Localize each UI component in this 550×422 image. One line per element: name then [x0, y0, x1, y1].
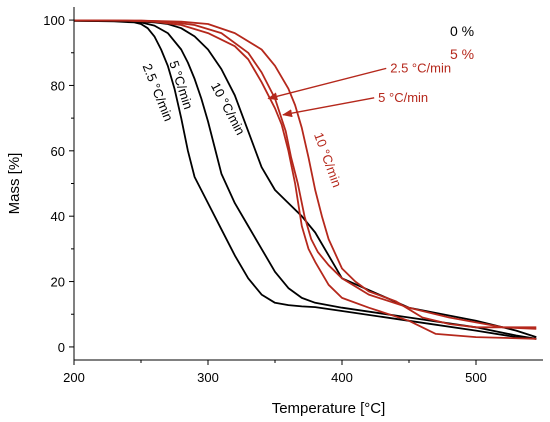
y-tick-label: 60	[51, 144, 65, 159]
annotation-label-2: 10 °C/min	[208, 80, 248, 138]
y-tick-label: 20	[51, 275, 65, 290]
annotation-label-3: 10 °C/min	[311, 130, 345, 189]
x-axis-title: Temperature [°C]	[272, 400, 386, 417]
series-line-5	[73, 19, 537, 329]
series-line-1	[73, 19, 537, 340]
y-tick-label: 0	[58, 340, 65, 355]
series-line-3	[73, 19, 537, 340]
y-tick-label: 80	[51, 78, 65, 93]
annotation-arrow-4	[267, 67, 387, 101]
x-tick-label: 200	[63, 370, 85, 385]
y-tick-label: 40	[51, 209, 65, 224]
annotation-label-5: 5 °C/min	[378, 90, 428, 105]
x-tick-label: 500	[465, 370, 487, 385]
legend: 0 %5 %	[450, 23, 474, 62]
x-tick-label: 400	[331, 370, 353, 385]
y-tick-label: 100	[43, 13, 65, 28]
annotation-arrow-5	[282, 97, 375, 118]
x-tick-label: 300	[197, 370, 219, 385]
legend-entry-0: 0 %	[450, 23, 474, 39]
series-line-0	[73, 19, 537, 340]
series-line-4	[73, 19, 537, 330]
annotation-label-4: 2.5 °C/min	[390, 60, 451, 75]
curves-layer	[73, 19, 537, 340]
axes-layer: 200 300 400 500 0 20 40 60 80 100 Temperature [°C]…	[6, 7, 543, 417]
legend-entry-1: 5 %	[450, 46, 474, 62]
y-axis-title: Mass [%]	[6, 153, 23, 215]
